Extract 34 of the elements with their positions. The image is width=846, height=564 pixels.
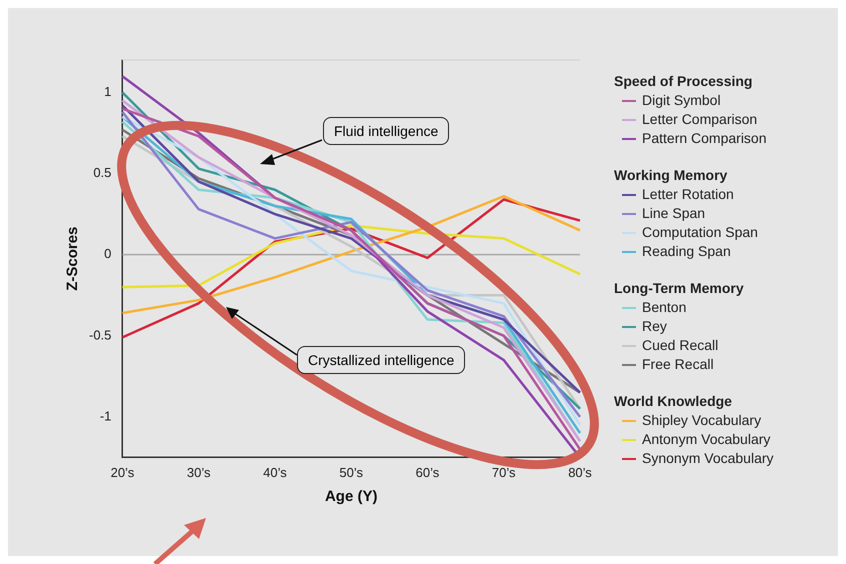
y-tick-label: 0 bbox=[104, 246, 112, 262]
legend-label: Computation Span bbox=[642, 223, 758, 242]
legend-label: Free Recall bbox=[642, 355, 714, 374]
x-tick-label: 30’s bbox=[186, 464, 211, 480]
legend-label: Letter Rotation bbox=[642, 185, 734, 204]
y-axis-title: Z-Scores bbox=[64, 226, 82, 291]
x-tick-label: 60’s bbox=[416, 464, 440, 480]
x-tick-label: 80’s bbox=[568, 464, 592, 480]
legend-label: Rey bbox=[642, 317, 667, 336]
legend-label: Benton bbox=[642, 298, 686, 317]
x-tick-label: 50’s bbox=[339, 464, 364, 480]
legend-label: Line Span bbox=[642, 204, 706, 223]
annotation: Fluid intelligence bbox=[323, 117, 450, 145]
y-tick-label: -0.5 bbox=[88, 327, 112, 342]
y-tick-label: -1 bbox=[100, 408, 112, 424]
y-tick-label: 0.5 bbox=[93, 165, 112, 180]
legend-label: Shipley Vocabulary bbox=[642, 411, 762, 430]
legend-label: Reading Span bbox=[642, 242, 731, 261]
annotation: Crystallized intelligence bbox=[297, 346, 466, 374]
y-tick-label: 1 bbox=[104, 84, 112, 100]
legend-label: Pattern Comparison bbox=[642, 129, 767, 148]
x-axis-title: Age (Y) bbox=[324, 488, 378, 506]
x-tick-label: 40’s bbox=[263, 464, 288, 480]
legend-label: Cued Recall bbox=[642, 336, 718, 355]
text: World Knowledge bbox=[614, 393, 732, 409]
text: Speed of Processing bbox=[614, 73, 752, 89]
text: Working Memory bbox=[614, 167, 728, 183]
x-tick-label: 20’s bbox=[110, 464, 135, 480]
x-tick-label: 70’s bbox=[492, 464, 516, 480]
text: Long-Term Memory bbox=[614, 280, 744, 296]
legend-label: Letter Comparison bbox=[642, 110, 758, 129]
legend-label: Digit Symbol bbox=[642, 91, 721, 110]
legend-label: Antonym Vocabulary bbox=[642, 430, 770, 449]
legend-label: Synonym Vocabulary bbox=[642, 449, 774, 468]
